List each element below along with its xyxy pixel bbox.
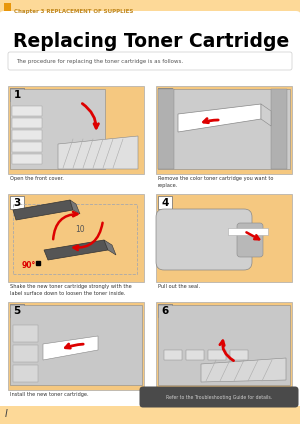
Text: 4: 4 bbox=[161, 198, 169, 207]
Text: Refer to the Troubleshooting Guide for details.: Refer to the Troubleshooting Guide for d… bbox=[166, 394, 272, 399]
Bar bbox=[158, 305, 290, 385]
Bar bbox=[12, 130, 42, 140]
Bar bbox=[158, 88, 172, 101]
Text: Install the new toner cartridge.: Install the new toner cartridge. bbox=[10, 392, 89, 397]
Polygon shape bbox=[44, 240, 108, 260]
Text: 1: 1 bbox=[14, 89, 21, 100]
Text: Replacing Toner Cartridge: Replacing Toner Cartridge bbox=[13, 32, 289, 51]
Polygon shape bbox=[70, 200, 80, 214]
Text: Close the front cover.: Close the front cover. bbox=[158, 392, 212, 397]
Bar bbox=[10, 88, 24, 101]
Bar bbox=[0, 51, 300, 406]
Bar bbox=[230, 350, 248, 360]
Bar bbox=[0, 0, 300, 29]
Bar bbox=[8, 86, 144, 174]
Text: Remove the color toner cartridge you want to
replace.: Remove the color toner cartridge you wan… bbox=[158, 176, 273, 187]
Bar bbox=[12, 142, 42, 152]
Polygon shape bbox=[104, 240, 116, 255]
Text: 90°: 90° bbox=[22, 262, 36, 271]
Bar bbox=[12, 106, 42, 116]
FancyBboxPatch shape bbox=[8, 52, 292, 70]
Bar bbox=[208, 350, 226, 360]
Text: I: I bbox=[4, 409, 8, 419]
Polygon shape bbox=[43, 336, 98, 360]
Text: 6: 6 bbox=[161, 306, 169, 315]
Bar bbox=[158, 196, 172, 209]
Bar bbox=[13, 325, 38, 342]
Bar bbox=[10, 305, 142, 385]
Bar bbox=[12, 118, 42, 128]
Bar bbox=[13, 204, 137, 274]
Bar bbox=[164, 350, 182, 360]
Bar bbox=[13, 345, 38, 362]
Bar bbox=[4, 3, 11, 18]
FancyBboxPatch shape bbox=[237, 223, 263, 257]
Text: 5: 5 bbox=[14, 306, 21, 315]
FancyBboxPatch shape bbox=[0, 11, 300, 74]
Text: Pull out the seal.: Pull out the seal. bbox=[158, 284, 200, 289]
Bar bbox=[186, 350, 204, 360]
Text: 3: 3 bbox=[14, 198, 21, 207]
Bar bbox=[108, 89, 142, 169]
Bar bbox=[8, 302, 144, 390]
Bar bbox=[0, 406, 300, 424]
Bar bbox=[156, 86, 292, 174]
Bar bbox=[10, 304, 24, 317]
Polygon shape bbox=[13, 200, 73, 220]
Bar bbox=[158, 304, 172, 317]
Text: 2: 2 bbox=[161, 89, 169, 100]
Bar bbox=[13, 365, 38, 382]
Bar bbox=[271, 89, 287, 169]
Bar bbox=[158, 89, 174, 169]
Text: Chapter 3 REPLACEMENT OF SUPPLIES: Chapter 3 REPLACEMENT OF SUPPLIES bbox=[14, 8, 134, 14]
FancyBboxPatch shape bbox=[140, 387, 298, 407]
Polygon shape bbox=[178, 104, 261, 132]
Polygon shape bbox=[58, 136, 138, 169]
Bar bbox=[228, 228, 268, 235]
Bar bbox=[10, 89, 105, 169]
FancyBboxPatch shape bbox=[156, 209, 252, 270]
Bar bbox=[156, 302, 292, 390]
Polygon shape bbox=[201, 358, 286, 382]
Text: The procedure for replacing the toner cartridge is as follows.: The procedure for replacing the toner ca… bbox=[16, 59, 183, 64]
Polygon shape bbox=[261, 104, 271, 126]
Bar bbox=[12, 154, 42, 164]
Text: Open the front cover.: Open the front cover. bbox=[10, 176, 64, 181]
Bar bbox=[8, 194, 144, 282]
Bar bbox=[156, 194, 292, 282]
Text: 10: 10 bbox=[75, 226, 85, 234]
Bar bbox=[158, 89, 290, 169]
Bar bbox=[10, 196, 24, 209]
Text: Shake the new toner cartridge strongly with the
label surface down to loosen the: Shake the new toner cartridge strongly w… bbox=[10, 284, 132, 296]
